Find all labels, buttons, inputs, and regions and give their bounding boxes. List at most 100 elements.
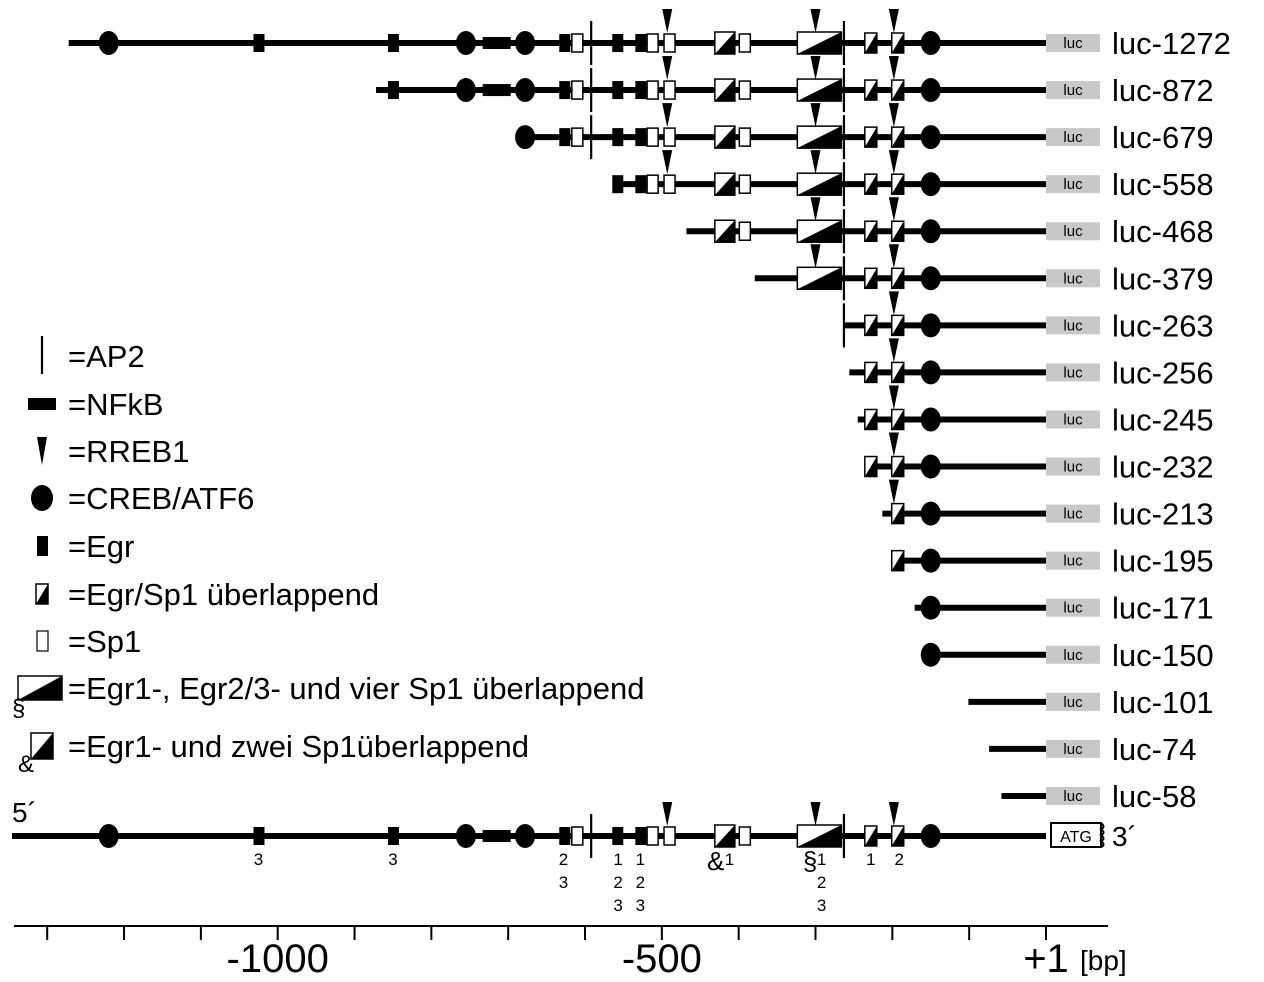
egr-box <box>559 128 571 147</box>
egr1-four-sp1-fill <box>797 825 842 847</box>
egr-site <box>253 34 265 52</box>
egr-sp1-fill <box>891 80 904 101</box>
luciferase-box <box>1046 222 1100 241</box>
egr-sp1-fill <box>891 174 904 195</box>
creb-atf6-circle <box>920 266 941 291</box>
legend-item: =CREB/ATF6 <box>31 481 254 516</box>
sp1-site <box>738 80 752 100</box>
construct-row: luc luc-379 <box>754 244 1214 301</box>
egr-site <box>253 827 265 845</box>
rreb1-triangle <box>662 9 673 33</box>
creb-atf6-circle <box>920 172 941 197</box>
egr-site <box>635 81 647 100</box>
creb-atf6-circle <box>455 31 476 55</box>
rreb1-site <box>888 244 899 269</box>
legend-item: =Egr <box>37 529 134 564</box>
egrsp1-site <box>864 408 878 431</box>
creb-site <box>920 548 941 573</box>
rreb1-triangle <box>888 432 899 457</box>
luciferase-box <box>1046 692 1100 711</box>
luciferase-label: luc <box>1063 788 1083 805</box>
creb-atf6-circle <box>920 407 941 432</box>
construct-row: luc luc-171 <box>914 591 1214 626</box>
rreb1-triangle <box>888 56 899 81</box>
three-prime-label: 3´ <box>1112 821 1137 852</box>
creb-atf6-circle <box>920 313 941 338</box>
luciferase-label: luc <box>1063 129 1083 146</box>
egr1-two-sp1-fill <box>714 825 735 847</box>
rreb1-site <box>888 9 899 33</box>
egrsp1-site <box>864 173 878 195</box>
construct-label: luc-256 <box>1112 355 1214 390</box>
rreb1-triangle <box>888 103 899 128</box>
legend-text: =Sp1 <box>68 624 141 659</box>
site-number: 3 <box>817 896 826 915</box>
egrsp1-site <box>864 455 878 478</box>
rreb1-site <box>810 802 821 826</box>
luciferase-box <box>1046 81 1100 100</box>
construct-row: luc luc-74 <box>989 732 1196 767</box>
sp1-box <box>663 80 676 100</box>
rreb1-site <box>810 103 821 128</box>
site-number: 3 <box>254 850 263 869</box>
egr-box <box>387 827 399 845</box>
construct-row: luc luc-1272 <box>68 9 1231 65</box>
creb-site <box>455 31 476 55</box>
construct-row: luc luc-256 <box>849 338 1214 390</box>
legend-item: =RREB1 <box>37 434 189 469</box>
sp1-box <box>663 127 676 147</box>
rreb1-triangle <box>888 291 899 316</box>
creb-atf6-circle <box>920 548 941 573</box>
egr-sp1-fill <box>891 503 904 524</box>
site-number: 1 <box>613 850 622 869</box>
legend-marker: & <box>18 751 34 778</box>
egr-sp1-fill <box>891 826 904 846</box>
egr-sp1-fill <box>891 456 904 477</box>
egrsp1_4-site <box>796 125 843 149</box>
construct-label: luc-558 <box>1112 167 1214 202</box>
construct-row: luc luc-558 <box>612 150 1214 207</box>
egrsp1_4-site <box>796 31 843 55</box>
creb-atf6-circle <box>515 824 536 848</box>
creb-site <box>920 31 941 55</box>
site-number: 1 <box>636 850 645 869</box>
site-number: 2 <box>817 873 826 892</box>
luciferase-box <box>1046 269 1100 288</box>
construct-row: luc luc-872 <box>376 56 1214 113</box>
luciferase-box <box>1046 551 1100 570</box>
egrsp1-site <box>890 408 905 431</box>
luciferase-box <box>1046 457 1100 476</box>
egrsp1-site <box>890 549 905 572</box>
axis-unit: [bp] <box>1080 945 1127 976</box>
sp1-site <box>571 33 584 53</box>
rreb1-site <box>888 802 899 826</box>
rreb1-triangle <box>888 244 899 269</box>
creb-site <box>920 78 941 103</box>
egr-box <box>559 34 571 52</box>
sp1-site <box>738 174 752 194</box>
sp1-box <box>738 33 752 53</box>
egrsp1_4-site <box>796 172 843 196</box>
egrsp1-site <box>890 126 905 148</box>
rreb1-triangle <box>810 150 821 175</box>
creb-atf6-circle <box>920 454 941 479</box>
legend-item: =Egr/Sp1 überlappend <box>35 577 379 612</box>
construct-label: luc-58 <box>1112 779 1196 814</box>
creb-site <box>455 824 476 848</box>
egr-site <box>612 34 624 52</box>
sp1-box <box>646 174 659 194</box>
site-marker: & <box>707 846 724 876</box>
sp1-site <box>663 80 676 100</box>
egrsp1_2-site <box>714 31 736 55</box>
axis-tick-label: +1 <box>1023 937 1069 977</box>
legend-egr-box <box>37 536 48 556</box>
rreb1-site <box>810 244 821 269</box>
construct-label: luc-195 <box>1112 544 1214 579</box>
egr1-four-sp1-fill <box>797 220 842 243</box>
sp1-box <box>646 127 659 147</box>
legend-item: =NFkB <box>28 387 164 422</box>
egr-site <box>559 128 571 147</box>
sp1-site <box>663 174 676 194</box>
egrsp1-site <box>890 173 905 195</box>
construct-label: luc-101 <box>1112 685 1214 720</box>
